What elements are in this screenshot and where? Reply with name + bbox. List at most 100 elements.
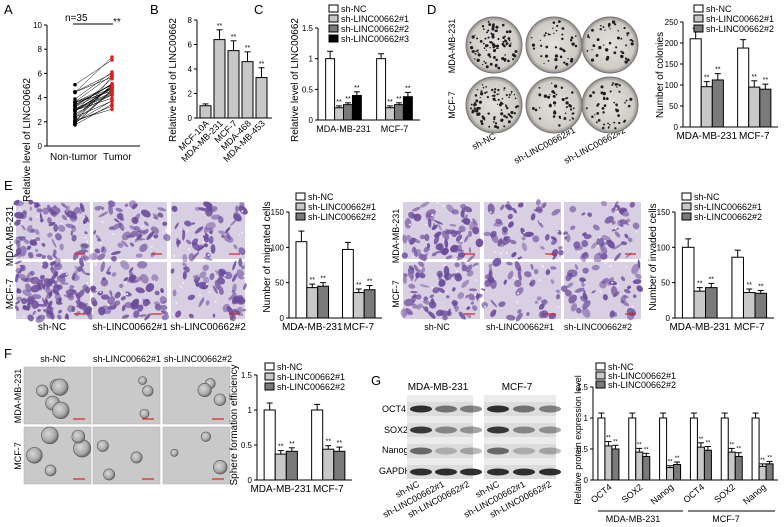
panel-e-right-cell [444, 238, 449, 249]
panel-e-left-cell [117, 242, 124, 248]
panel-e-left-cell [61, 202, 68, 208]
panel-e-right-cell [574, 287, 585, 293]
colony-dot [481, 25, 485, 28]
panel-e-right-cell [468, 293, 475, 301]
panel-e-left-cell [50, 264, 54, 270]
panel-c-ytick-label: 0.5 [302, 85, 314, 94]
panel-e-left-col-label-sh2: sh-LINC00662#2 [170, 322, 246, 333]
colony-dot [592, 44, 596, 48]
panel-a-pair-line [74, 59, 113, 85]
panel-a-nontumor-point [73, 82, 77, 87]
panel-e-left-cell [105, 265, 111, 275]
panel-g-band [487, 468, 509, 476]
panel-e-right-cell [429, 301, 437, 309]
panel-e-left-cell [192, 274, 198, 278]
panel-f-sphere-image [92, 426, 161, 485]
panel-e-left-cell [65, 289, 76, 296]
panel-e-left-cell [59, 243, 64, 251]
panel-a-ytick-label: 10 [33, 21, 42, 30]
panel-e-left-pore [94, 261, 97, 264]
colony-dot [496, 47, 498, 50]
panel-e-right-cell [532, 235, 540, 243]
panel-e-inv-legend-label: sh-LINC00662#2 [694, 212, 762, 222]
panel-e-mig-ytick-label: 0 [280, 314, 285, 323]
colony-dot [505, 43, 508, 46]
colony-dot [493, 115, 496, 118]
panel-e-right-cell [533, 208, 543, 212]
panel-e-right-cell [433, 235, 440, 245]
panel-e-right-cell [600, 245, 608, 255]
panel-f-sphere [130, 451, 143, 464]
panel-e-left-cell [140, 209, 151, 218]
colony-dot [631, 43, 634, 45]
panel-e-left-cell [100, 278, 109, 287]
colony-dot [480, 120, 483, 123]
colony-dot [474, 34, 476, 37]
panel-f-sphere [36, 384, 49, 397]
panel-e-inv-significance: ** [709, 276, 715, 283]
panel-e-left-cell [102, 246, 107, 254]
colony-dot [483, 47, 486, 49]
panel-e-left-pore [84, 236, 87, 239]
panel-e-left-cell [182, 229, 186, 241]
panel-e-left-cell [55, 233, 62, 241]
panel-e-left-cell [137, 304, 144, 312]
panel-c-significance: ** [345, 96, 351, 103]
colony-dot [563, 117, 567, 120]
panel-d-significance: ** [752, 74, 758, 81]
panel-a-nontumor-point [73, 90, 77, 94]
colony-dot [557, 20, 561, 24]
panel-e-right-cell [558, 246, 563, 250]
panel-e-right-pore [516, 300, 519, 303]
panel-e-right-cell [536, 199, 541, 206]
panel-g-band [410, 405, 432, 413]
colony-dot [602, 44, 605, 46]
panel-c-bar [385, 107, 396, 121]
panel-c-legend-swatch [328, 24, 339, 33]
colony-dot [491, 42, 494, 44]
panel-e-right-cell [538, 303, 545, 310]
colony-dot [508, 96, 510, 98]
panel-e-right-pore [466, 261, 469, 264]
panel-e-right-cell [446, 204, 455, 213]
panel-e-mig-category-label: MCF-7 [343, 322, 374, 333]
panel-e-left-cell [61, 214, 68, 221]
panel-e-right-cell [614, 252, 622, 262]
panel-e-inv-bar [742, 292, 756, 319]
panel-e-right-cell [629, 201, 636, 208]
panel-e-mig-legend-swatch [295, 192, 306, 201]
panel-e-right-cell [490, 278, 495, 283]
colony-dot [555, 29, 558, 32]
panel-e-right-col-label-sh1: sh-LINC00662#1 [486, 322, 554, 332]
colony-dot [608, 22, 611, 26]
panel-g-protein-nanog: Nanog [382, 445, 409, 455]
colony-dot [597, 118, 601, 122]
panel-e-left-cell [136, 276, 142, 282]
panel-a-pair-line [74, 73, 113, 93]
colony-dot [483, 60, 485, 63]
panel-a-nontumor-point [73, 100, 77, 104]
colony-dot [503, 87, 506, 90]
panel-e-right-cell [418, 267, 426, 274]
panel-b-ytick-label: 6 [188, 41, 193, 50]
panel-g-group-label-mcf7: MCF-7 [712, 514, 740, 524]
panel-d-bar [711, 79, 724, 128]
colony-dot [609, 90, 612, 93]
panel-e-right-cell [551, 239, 558, 245]
panel-f-col-label-sh1: sh-LINC00662#1 [93, 354, 161, 364]
panel-e-left-pore [60, 222, 63, 225]
panel-g-ytick-label: 1.5 [577, 383, 589, 392]
panel-e-left-cell [238, 205, 248, 215]
colony-dot [540, 44, 543, 47]
panel-a-pair-line [74, 97, 113, 111]
panel-c-legend-label: sh-NC [341, 4, 367, 14]
panel-e-left-pore [88, 301, 91, 304]
colony-dot [561, 27, 565, 30]
panel-a-nontumor-point [73, 119, 77, 124]
colony-dot [471, 49, 475, 53]
panel-a-paired-plot: Relative level of LINC00662 n=35 ** Non-… [22, 13, 140, 202]
panel-e-right-pore [556, 230, 559, 233]
panel-e-left-cell [41, 255, 46, 259]
panel-g-band [435, 447, 457, 455]
panel-e-left-cell [56, 301, 63, 305]
